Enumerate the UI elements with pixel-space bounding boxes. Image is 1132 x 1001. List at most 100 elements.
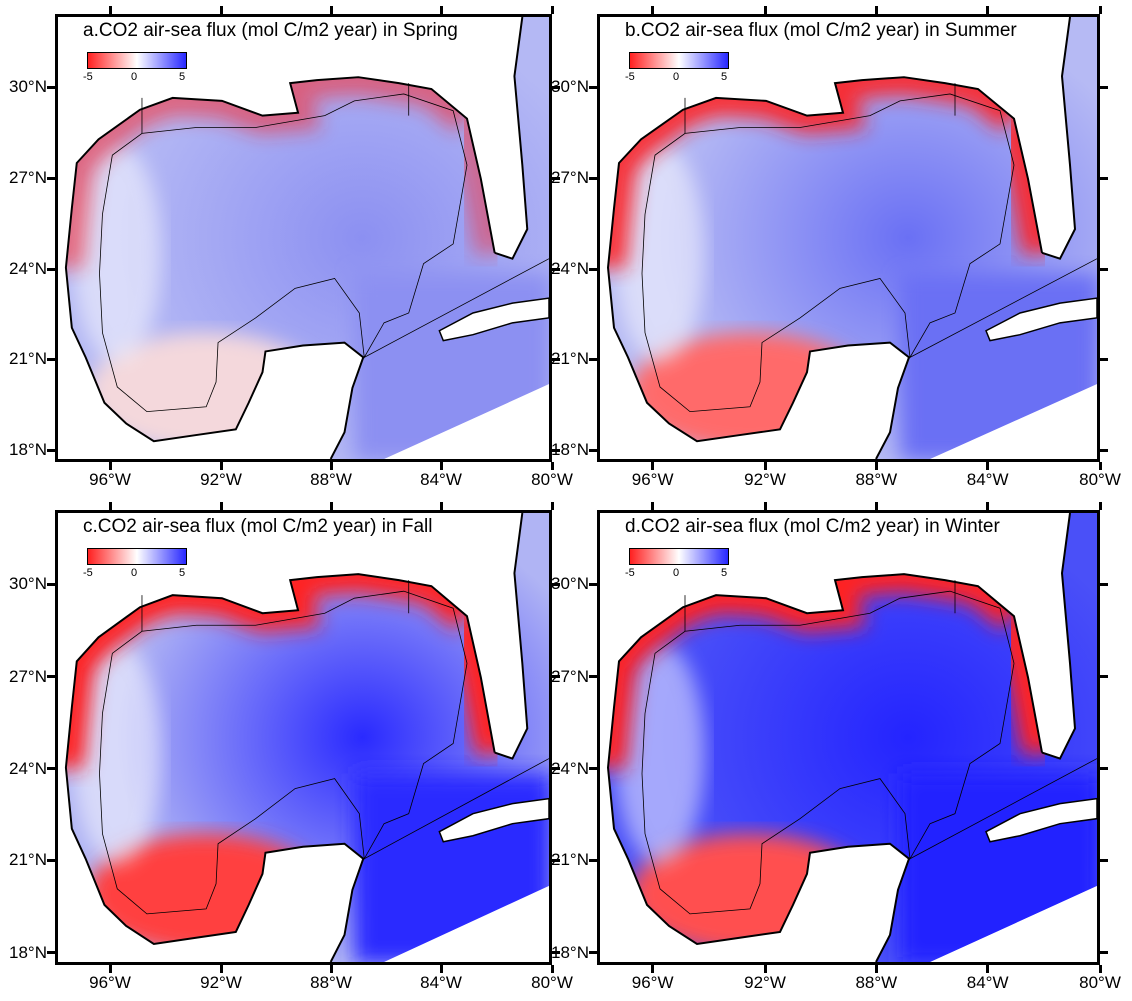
shelf-contour <box>99 93 468 413</box>
colorbar <box>87 548 187 565</box>
colorbar-tick: 5 <box>179 71 186 83</box>
tick-mark <box>552 582 560 586</box>
lon-tick-label: 80°W <box>1079 973 1121 992</box>
caribbean-flux <box>900 273 1097 459</box>
map-panel-d: d.CO2 air-sea flux (mol C/m2 year) in Wi… <box>551 502 1121 992</box>
coastline <box>606 76 1043 459</box>
tick-mark <box>552 267 560 271</box>
tick-mark <box>47 85 55 89</box>
tick-mark <box>552 767 560 771</box>
tick-mark <box>763 6 767 14</box>
tick-mark <box>329 462 333 470</box>
tick-mark <box>439 6 443 14</box>
lat-tick-label: 30°N <box>551 574 589 594</box>
lat-tick-label: 24°N <box>9 758 47 778</box>
western-flux <box>615 145 705 363</box>
tick-mark <box>589 675 597 679</box>
tick-mark <box>47 767 55 771</box>
tick-mark <box>439 502 443 510</box>
tick-mark <box>589 951 597 955</box>
colorbar-tick: 0 <box>673 567 680 579</box>
colorbar-tick: -5 <box>625 71 635 83</box>
map-frame <box>55 14 552 462</box>
tick-mark <box>47 858 55 862</box>
lat-tick-label: 18°N <box>551 440 589 459</box>
colorbar-tick: 0 <box>673 71 680 83</box>
tick-mark <box>1100 267 1108 271</box>
lon-tick-label: 96°W <box>631 470 674 489</box>
lon-tick-label: 88°W <box>310 973 352 992</box>
lon-tick-label: 96°W <box>89 973 131 992</box>
tick-mark <box>47 176 55 180</box>
flux-map <box>606 17 1097 459</box>
colorbar-tick: 5 <box>179 567 186 579</box>
tick-mark <box>1098 6 1102 14</box>
tick-mark <box>108 462 112 470</box>
lon-tick-label: 88°W <box>310 470 352 489</box>
coastline <box>606 573 1043 962</box>
lat-tick-label: 18°N <box>9 440 47 459</box>
tick-mark <box>651 6 655 14</box>
tick-mark <box>552 675 560 679</box>
tick-mark <box>219 462 223 470</box>
lon-tick-label: 84°W <box>420 973 462 992</box>
tick-mark <box>1098 462 1102 470</box>
region-boundaries <box>141 83 549 358</box>
panel-title: b.CO2 air-sea flux (mol C/m2 year) in Su… <box>625 20 1017 41</box>
lon-tick-label: 88°W <box>855 973 898 992</box>
cuba-land <box>438 297 549 342</box>
tick-mark <box>439 462 443 470</box>
lat-tick-label: 27°N <box>9 666 47 686</box>
lat-tick-label: 21°N <box>551 349 589 368</box>
tick-mark <box>552 951 560 955</box>
lon-tick-label: 80°W <box>531 973 573 992</box>
lat-tick-label: 27°N <box>9 168 47 187</box>
tick-mark <box>1100 85 1108 89</box>
coastline <box>64 76 496 459</box>
western-flux <box>72 145 162 363</box>
tick-mark <box>874 6 878 14</box>
tick-mark <box>1100 176 1108 180</box>
lon-tick-label: 80°W <box>1079 470 1121 489</box>
map-panel-a: a.CO2 air-sea flux (mol C/m2 year) in Sp… <box>9 6 573 489</box>
tick-mark <box>986 462 990 470</box>
lat-tick-label: 18°N <box>551 942 589 962</box>
tick-mark <box>550 462 554 470</box>
map-frame <box>597 510 1100 965</box>
tick-mark <box>552 85 560 89</box>
shelf-contour <box>641 590 1015 915</box>
tick-mark <box>651 965 655 973</box>
tick-mark <box>108 6 112 14</box>
tick-mark <box>47 357 55 361</box>
tick-mark <box>589 357 597 361</box>
lon-tick-label: 80°W <box>531 470 573 489</box>
colorbar-tick: 0 <box>131 71 138 83</box>
colorbar-tick: -5 <box>625 567 635 579</box>
tick-mark <box>329 6 333 14</box>
tick-mark <box>1100 675 1108 679</box>
lon-tick-label: 92°W <box>744 973 786 992</box>
tick-mark <box>219 965 223 973</box>
lat-tick-label: 21°N <box>9 349 47 368</box>
tick-mark <box>550 6 554 14</box>
tick-mark <box>108 965 112 973</box>
tick-mark <box>1100 582 1108 586</box>
colorbar-tick: 5 <box>721 567 728 579</box>
tick-mark <box>552 357 560 361</box>
lat-tick-label: 18°N <box>9 942 47 962</box>
colorbar <box>629 548 729 565</box>
shelf-contour <box>99 590 468 915</box>
region-boundaries <box>684 580 1097 860</box>
lat-tick-label: 27°N <box>551 168 589 187</box>
lat-tick-label: 24°N <box>551 259 589 278</box>
tick-mark <box>329 965 333 973</box>
tick-mark <box>763 462 767 470</box>
tick-mark <box>651 502 655 510</box>
coastline <box>64 573 496 962</box>
tick-mark <box>552 448 560 452</box>
cuba-land <box>985 797 1097 843</box>
florida-coastline <box>494 513 529 760</box>
western-flux <box>72 643 162 864</box>
tick-mark <box>874 462 878 470</box>
panel-title: d.CO2 air-sea flux (mol C/m2 year) in Wi… <box>625 516 1000 537</box>
